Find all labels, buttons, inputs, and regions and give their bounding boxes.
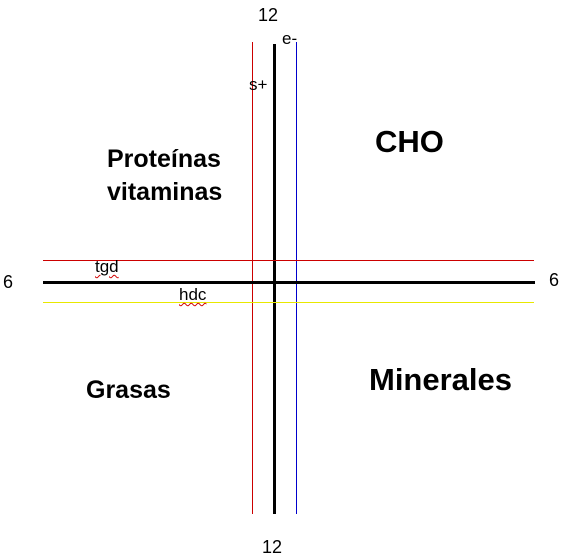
quadrant-top-left-line-1: Proteínas [107, 145, 221, 173]
horizontal-axis [43, 281, 535, 284]
vertical-blue-line [296, 42, 297, 514]
marker-e-minus: e- [282, 29, 298, 48]
horizontal-yellow-line [43, 302, 534, 303]
quadrant-top-left-line-2: vitaminas [107, 177, 223, 206]
vertical-axis [273, 44, 276, 514]
axis-label-top: 12 [258, 5, 279, 25]
marker-s-plus: s+ [249, 75, 268, 94]
quadrant-top-left: Proteínas vitaminas [107, 143, 222, 208]
quadrant-bottom-right: Minerales [369, 362, 513, 397]
horizontal-red-line [43, 260, 534, 261]
axis-label-right: 6 [549, 270, 560, 290]
quadrant-top-right: CHO [375, 124, 444, 159]
marker-tgd: tgd [95, 257, 119, 276]
axis-label-bottom: 12 [262, 537, 283, 557]
marker-hdc: hdc [179, 285, 207, 304]
quadrant-bottom-left: Grasas [86, 376, 171, 404]
axis-label-left: 6 [3, 272, 14, 292]
vertical-red-line [252, 42, 253, 514]
